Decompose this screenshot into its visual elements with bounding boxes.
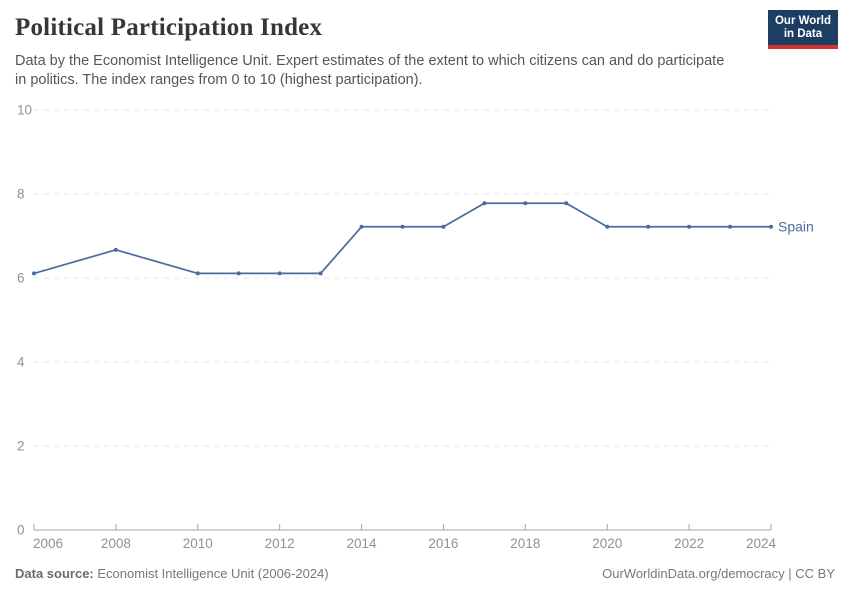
data-point[interactable] (236, 271, 241, 276)
data-point[interactable] (687, 224, 692, 229)
x-tick-label: 2024 (746, 536, 777, 551)
data-point[interactable] (564, 201, 569, 206)
y-tick-label: 2 (17, 439, 25, 454)
y-tick-label: 0 (17, 523, 25, 538)
y-tick-label: 10 (17, 103, 32, 118)
series-end-label[interactable]: Spain (778, 218, 814, 234)
x-tick-label: 2012 (265, 536, 295, 551)
data-point[interactable] (318, 271, 323, 276)
data-point[interactable] (728, 224, 733, 229)
data-point[interactable] (441, 224, 446, 229)
subtitle-line-2: in politics. The index ranges from 0 to … (15, 72, 423, 88)
data-source-label: Data source: (15, 566, 94, 581)
x-tick-label: 2022 (674, 536, 704, 551)
data-point[interactable] (400, 224, 405, 229)
x-tick-label: 2014 (347, 536, 378, 551)
data-point[interactable] (359, 224, 364, 229)
owid-logo-line-2: in Data (783, 28, 823, 40)
page-title: Political Participation Index (15, 14, 323, 41)
owid-logo-line-1: Our World (774, 15, 831, 27)
data-point[interactable] (605, 224, 610, 229)
data-source-value: Economist Intelligence Unit (2006-2024) (97, 566, 329, 581)
y-tick-label: 4 (17, 355, 25, 370)
x-tick-label: 2008 (101, 536, 131, 551)
data-point[interactable] (32, 271, 36, 276)
x-tick-label: 2020 (592, 536, 622, 551)
data-point[interactable] (277, 271, 282, 276)
x-tick-label: 2016 (428, 536, 458, 551)
x-tick-label: 2006 (33, 536, 63, 551)
data-point[interactable] (523, 201, 528, 206)
y-tick-label: 8 (17, 187, 25, 202)
credit-link[interactable]: OurWorldinData.org/democracy | CC BY (602, 566, 835, 581)
series-line-spain[interactable] (33, 202, 772, 275)
x-tick-label: 2018 (510, 536, 540, 551)
chart-footer: Data source: Economist Intelligence Unit… (15, 566, 835, 581)
subtitle-line-1: Data by the Economist Intelligence Unit.… (15, 53, 725, 69)
owid-logo[interactable]: Our World in Data (767, 10, 838, 49)
y-tick-label: 6 (17, 271, 25, 286)
data-point[interactable] (113, 247, 118, 252)
chart-subtitle: Data by the Economist Intelligence Unit.… (15, 52, 724, 90)
line-chart-plot[interactable]: 0 2 4 6 8 10 2006 2008 2010 2012 2014 2016 2018 2020 2… (0, 95, 850, 560)
data-point[interactable] (195, 271, 200, 276)
data-point[interactable] (769, 224, 773, 229)
data-source: Data source: Economist Intelligence Unit… (15, 566, 329, 581)
data-point[interactable] (482, 201, 487, 206)
x-tick-label: 2010 (183, 536, 213, 551)
data-point[interactable] (646, 224, 651, 229)
